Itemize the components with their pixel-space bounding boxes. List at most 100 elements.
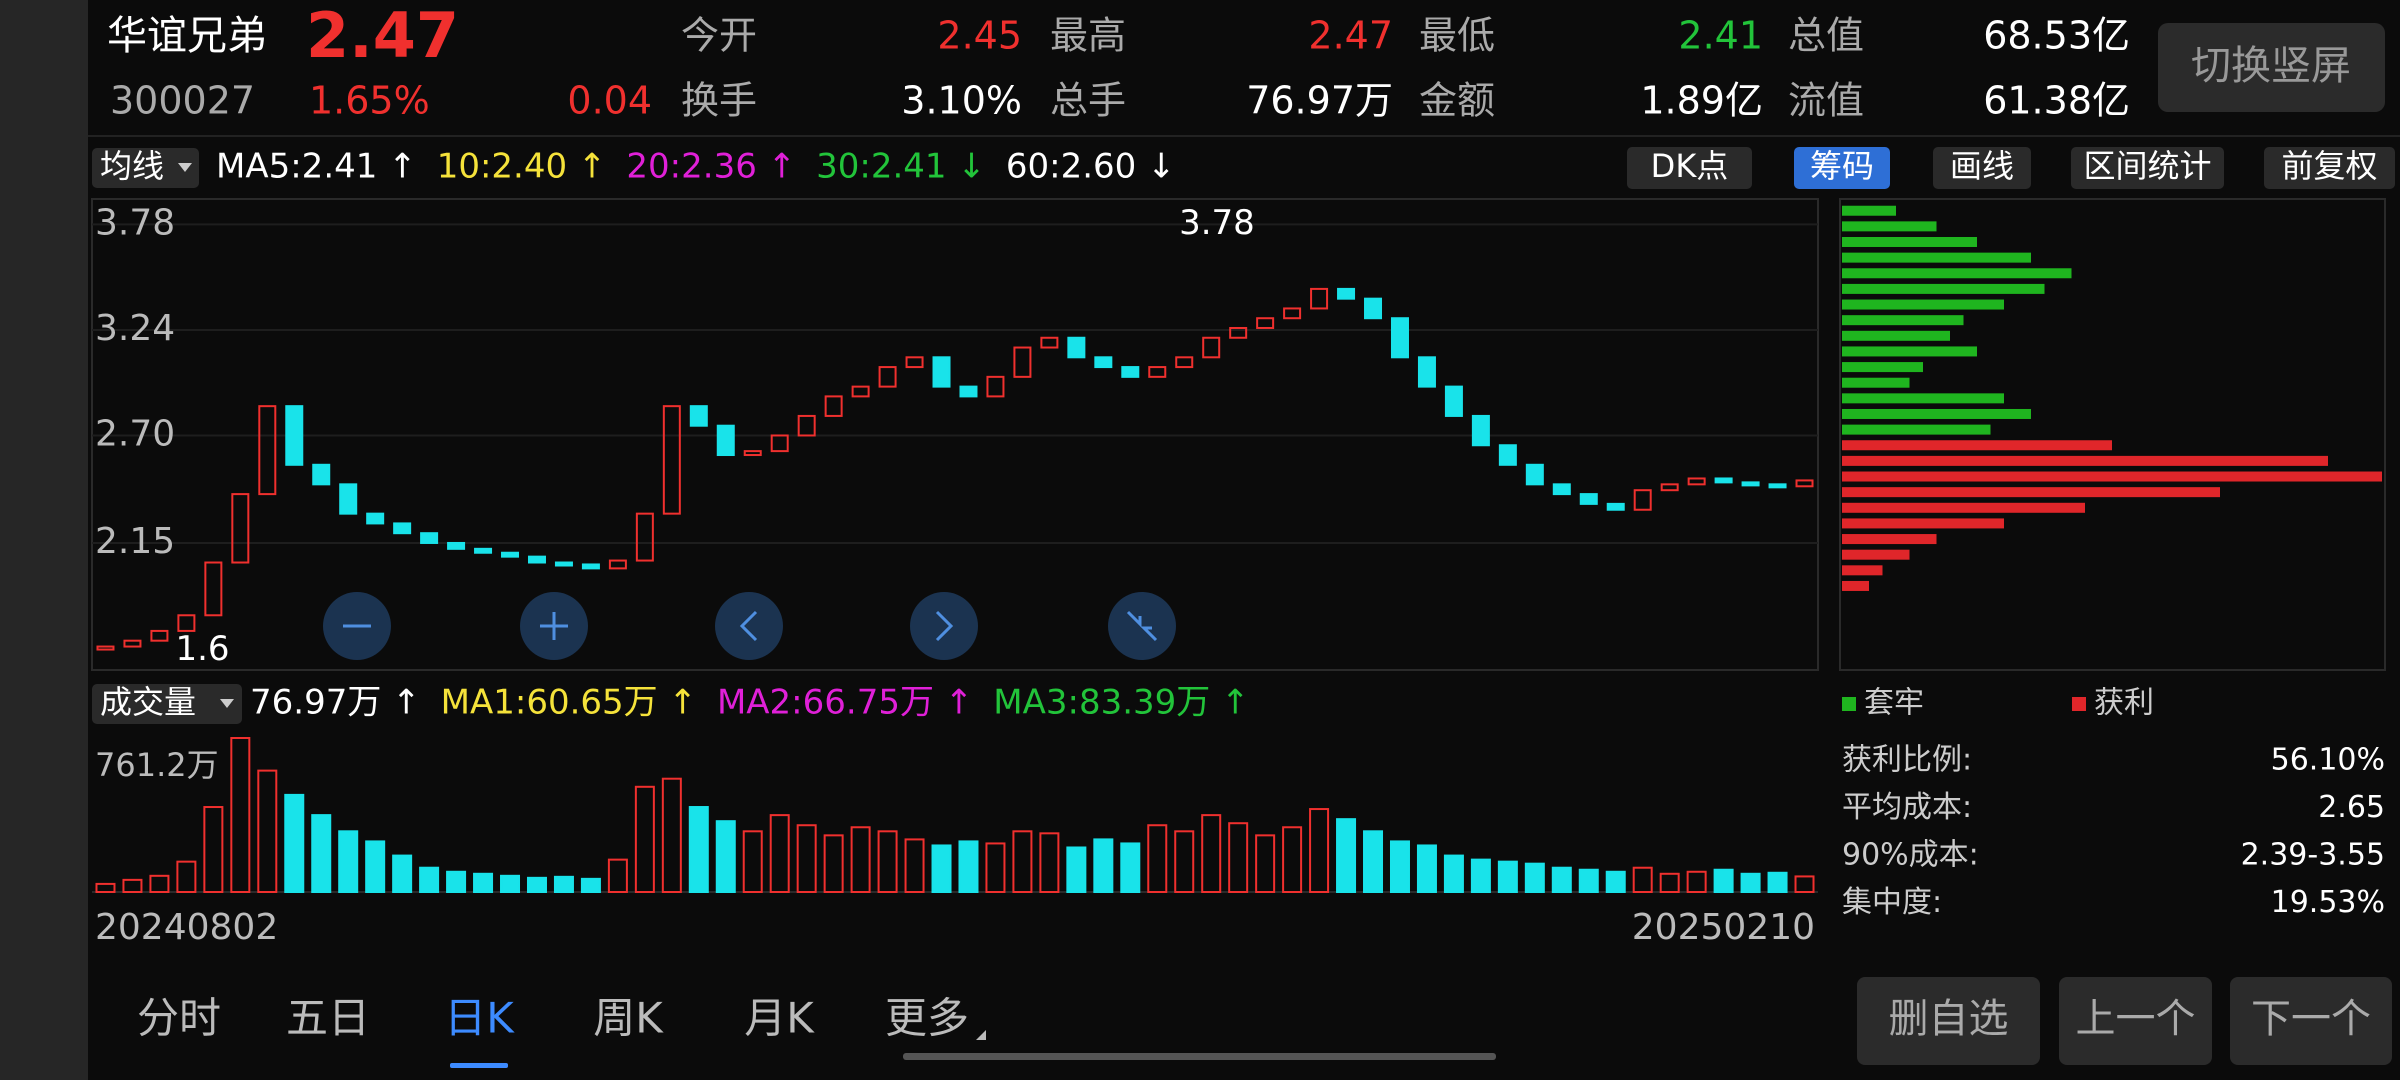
nav-button-label: 下一个 [2251, 996, 2371, 1042]
candle [258, 405, 277, 496]
volume-bar [365, 840, 386, 893]
toolbar-button[interactable] [1627, 147, 1752, 189]
volume-bar [877, 830, 898, 893]
toolbar-button[interactable] [2071, 147, 2224, 189]
candle [1364, 297, 1383, 320]
volume-bar [1309, 808, 1330, 893]
chip-bar [1842, 221, 1937, 232]
volume-bar [958, 840, 979, 893]
toolbar-button[interactable] [1933, 147, 2031, 189]
nav-button[interactable] [1857, 977, 2040, 1065]
nav-button[interactable] [2230, 977, 2392, 1065]
volume-bar [1093, 838, 1114, 894]
y-tick-label: 2.15 [95, 521, 175, 562]
ma-button[interactable] [92, 148, 199, 188]
toolbar-button[interactable] [2264, 147, 2395, 189]
chip-bar [1842, 283, 2045, 294]
tab[interactable]: 更多 [885, 994, 969, 1043]
volume-bar [1605, 870, 1626, 894]
tab[interactable]: 周K [593, 994, 664, 1043]
legend-entry: MA2:66.75万 ↑ [717, 683, 973, 723]
chip-bar [1842, 580, 1869, 591]
volume-bar [742, 830, 763, 893]
stat-value: 19.53% [2271, 885, 2385, 920]
volume-button[interactable] [92, 684, 242, 724]
candle [905, 356, 924, 369]
side-strip [0, 0, 88, 1080]
move-left[interactable] [715, 592, 783, 660]
candle [662, 405, 681, 515]
tab[interactable]: 分时 [137, 994, 221, 1043]
volume-bar [1740, 872, 1761, 894]
stat-label: 获利比例: [1842, 743, 1972, 778]
stat-label: 总手 [1050, 79, 1126, 123]
volume-bar [796, 824, 817, 894]
candle [689, 405, 708, 427]
volume-bar [715, 820, 736, 893]
legend-swatch [2072, 697, 2086, 711]
volume-bar [176, 860, 197, 894]
chip-bar [1842, 440, 2112, 451]
tab[interactable]: 月K [744, 994, 815, 1043]
tab[interactable]: 日K [444, 994, 515, 1043]
nav-button[interactable] [2059, 977, 2212, 1065]
chip-bar [1842, 377, 1910, 388]
candle [1013, 346, 1032, 378]
tab[interactable]: 五日 [286, 994, 370, 1043]
chip-bar [1842, 424, 1991, 435]
chip-bar [1842, 455, 2328, 466]
legend-entry: 76.97万 ↑ [250, 683, 421, 723]
volume-bar [553, 875, 574, 894]
chip-bar [1842, 205, 1896, 216]
candle [770, 434, 789, 453]
volume-bar [634, 785, 655, 893]
legend-entry: MA1:60.65万 ↑ [441, 683, 697, 723]
change-pct: 1.65% [309, 79, 430, 123]
dropdown-icon [178, 163, 192, 172]
stat-label: 今开 [681, 14, 757, 58]
x-label: 20250210 [1632, 907, 1815, 948]
candle [554, 561, 573, 567]
orientation-label: 切换竖屏 [2191, 43, 2351, 89]
nav-controls [323, 592, 1176, 660]
chip-bar [1842, 236, 1977, 247]
candle [1714, 477, 1733, 484]
toolbar-button[interactable] [1794, 147, 1890, 189]
legend-entry: 30:2.41 ↓ [816, 147, 986, 187]
volume-bar [203, 806, 224, 894]
move-right[interactable] [910, 592, 978, 660]
volume-bar [1039, 832, 1060, 893]
candle [878, 366, 897, 388]
volume-bar [1551, 866, 1572, 893]
candle [527, 555, 546, 564]
volume-bar [1336, 818, 1357, 893]
volume-bar [1255, 834, 1276, 893]
volume-bar [1363, 830, 1384, 893]
volume-bar [1443, 854, 1464, 893]
toolbar-button-label: 区间统计 [2083, 147, 2211, 185]
volume-bar [769, 814, 790, 894]
volume-bar [149, 874, 170, 893]
candle [1337, 287, 1356, 300]
stock-code: 300027 [110, 79, 255, 123]
candle [1175, 356, 1194, 369]
toolbar-button-label: DK点 [1651, 147, 1729, 185]
dropdown-icon [220, 699, 234, 708]
volume-bar [500, 874, 521, 893]
orientation-button[interactable] [2158, 23, 2385, 112]
nav-button-label: 上一个 [2076, 996, 2196, 1042]
volume-bar [1659, 872, 1680, 894]
ma-button-label: 均线 [100, 147, 164, 185]
volume-button-label: 成交量 [100, 683, 196, 721]
volume-bar [419, 866, 440, 893]
candle [797, 414, 816, 437]
volume-bar [1066, 846, 1087, 894]
candle [1094, 356, 1113, 369]
reset[interactable] [1108, 592, 1176, 660]
stat-value: 2.45 [937, 14, 1022, 58]
stat-value: 76.97万 [1246, 79, 1393, 123]
candle [932, 356, 951, 388]
stat-label: 流值 [1788, 79, 1864, 123]
candle [1067, 336, 1086, 359]
